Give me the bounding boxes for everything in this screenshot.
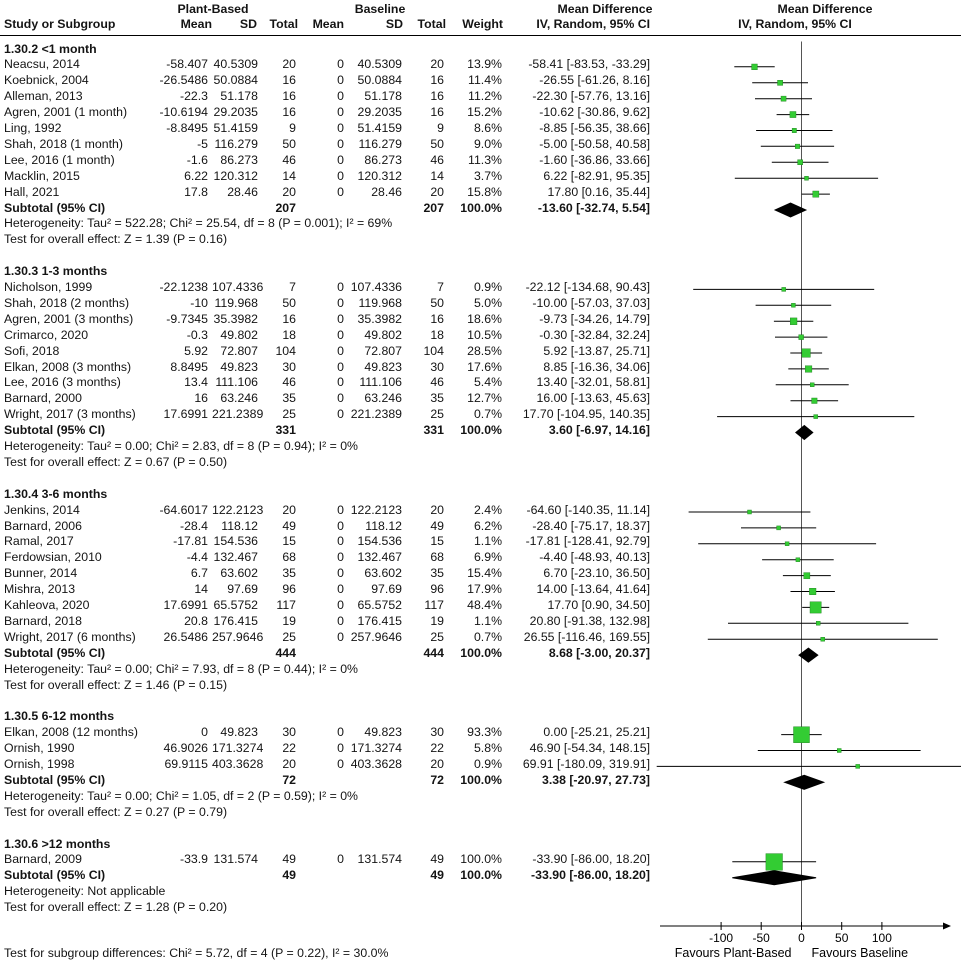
svg-text:Favours Plant-Based: Favours Plant-Based — [675, 946, 792, 960]
svg-text:Favours Baseline: Favours Baseline — [812, 946, 909, 960]
svg-text:100: 100 — [872, 931, 892, 945]
svg-text:0: 0 — [798, 931, 805, 945]
svg-text:-100: -100 — [709, 931, 733, 945]
svg-text:-50: -50 — [753, 931, 771, 945]
svg-text:50: 50 — [835, 931, 849, 945]
